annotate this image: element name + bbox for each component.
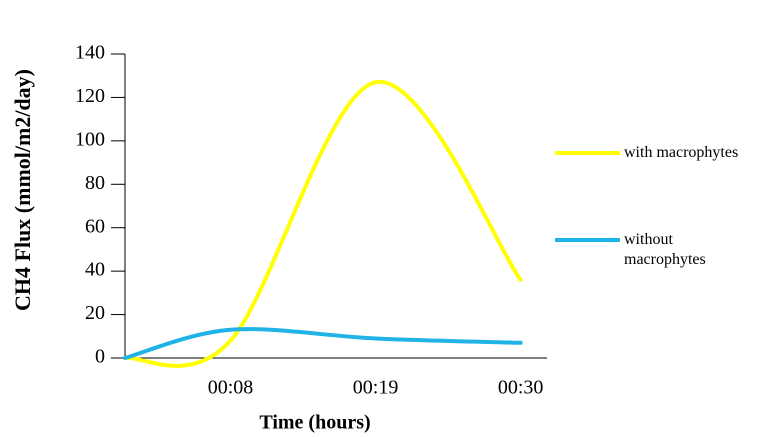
x-tick-label: 00:08 [208, 377, 254, 399]
x-tick-label: 00:19 [353, 377, 399, 399]
line-series [123, 327, 523, 360]
y-tick-label: 120 [75, 85, 105, 107]
y-tick-label: 0 [95, 346, 105, 368]
legend-label: without macrophytes [624, 231, 706, 268]
y-tick-label: 100 [75, 128, 105, 150]
line-series [123, 80, 523, 368]
y-tick-label: 80 [85, 172, 105, 194]
legend-label: with macrophytes [624, 144, 739, 161]
y-tick-label: 20 [85, 302, 105, 324]
y-tick-label: 140 [75, 42, 105, 64]
y-tick-label: 40 [85, 259, 105, 281]
x-axis-title: Time (hours) [259, 412, 370, 434]
y-axis-title: CH4 Flux (mmol/m2/day) [10, 69, 35, 311]
x-tick-label: 00:30 [498, 377, 544, 399]
y-tick-label: 60 [85, 215, 105, 237]
